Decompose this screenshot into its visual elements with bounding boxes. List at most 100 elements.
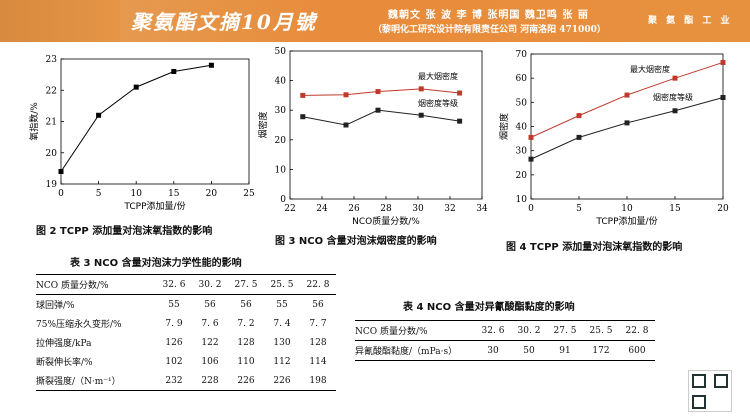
- data-point: [171, 69, 177, 74]
- value-cell: 7. 4: [273, 318, 291, 329]
- value-cell: 126: [165, 337, 183, 348]
- data-point: [528, 134, 534, 140]
- table-row: 撕裂强度/（N·m⁻¹） 232 228 226 226 198: [36, 371, 336, 391]
- table-3-title: 表 3 NCO 含量对泡沫力学性能的影响: [70, 258, 242, 269]
- y-tick-label: 30: [275, 106, 287, 116]
- value-cell: 30: [475, 340, 511, 361]
- y-tick-label: 40: [275, 77, 287, 87]
- series-label: 最大烟密度: [418, 71, 458, 81]
- y-tick-label: 21: [46, 118, 57, 128]
- figure-4-plot: 0 5 10 15 20 10 20 30 40 50 60 70 TCPP添加量/份 烟密度 最大烟密度烟…: [498, 50, 729, 227]
- value-cell: 172: [583, 340, 619, 361]
- x-tick-label: 0: [528, 204, 534, 214]
- row-label-cell: 撕裂强度/（N·m⁻¹）: [36, 371, 156, 391]
- y-tick-label: 70: [516, 50, 528, 60]
- y-tick-label: 40: [516, 123, 528, 133]
- value-cell: 110: [237, 356, 255, 367]
- series-label: 烟密度等级: [653, 92, 693, 102]
- table-row: 拉伸强度/kPa 126 122 128 130 128: [36, 333, 336, 352]
- value-cell: 228: [192, 371, 228, 391]
- x-tick-label: 0: [58, 189, 64, 199]
- qr-finder-icon: [692, 395, 706, 409]
- value-cell: 22. 8: [300, 274, 336, 295]
- figure-4-chart: 0 5 10 15 20 10 20 30 40 50 60 70 TCPP添加量/份 烟密度 最大烟密度烟…: [490, 44, 740, 234]
- affiliation: （黎明化工研究设计院有限责任公司 河南洛阳 471000）: [373, 25, 606, 35]
- row-label-cell: 拉伸强度/kPa: [36, 339, 92, 349]
- table-row: 异氰酸酯黏度/（mPa·s） 30 50 91 172 600: [355, 340, 655, 361]
- x-tick-label: 20: [206, 189, 218, 199]
- x-tick-label: 28: [380, 204, 392, 214]
- figure-3-chart: 22 24 26 28 30 32 34 0 10 20 30 40 50 NCO质量分数/% 烟密度 最大烟…: [255, 44, 500, 229]
- value-cell: 226: [264, 371, 300, 391]
- row-label-cell: NCO 质量分数/%: [355, 320, 475, 341]
- value-cell: 600: [619, 340, 655, 361]
- x-tick-label: 5: [576, 204, 582, 214]
- series-line: [530, 61, 724, 138]
- row-label-cell: 75%压缩永久变形/%: [36, 320, 122, 330]
- y-axis-label: 烟密度: [498, 113, 510, 140]
- value-cell: 32. 6: [475, 320, 511, 341]
- value-cell: 27. 5: [547, 320, 583, 341]
- x-tick-label: 32: [444, 204, 455, 214]
- x-tick-label: 22: [284, 204, 295, 214]
- row-label-cell: 异氰酸酯黏度/（mPa·s）: [355, 340, 475, 361]
- value-cell: 56: [204, 299, 216, 310]
- data-point: [133, 84, 139, 90]
- banner-decoration: [0, 0, 120, 42]
- data-point: [720, 59, 726, 65]
- y-axis-label: 烟密度: [257, 111, 269, 138]
- value-cell: 7. 7: [309, 318, 327, 329]
- value-cell: 56: [240, 299, 252, 310]
- qr-finder-icon: [714, 374, 728, 388]
- x-tick-label: 30: [412, 204, 424, 214]
- y-tick-label: 50: [275, 47, 287, 57]
- figure-3-plot: 22 24 26 28 30 32 34 0 10 20 30 40 50 NCO质量分数/% 烟密度 最大烟…: [257, 47, 488, 227]
- y-tick-label: 19: [46, 180, 58, 190]
- x-tick-label: 24: [316, 204, 328, 214]
- table-header-row: NCO 质量分数/% 32. 6 30. 2 27. 5 25. 5 22. 8: [36, 274, 336, 295]
- y-tick-label: 20: [275, 136, 287, 146]
- data-point: [457, 118, 463, 124]
- data-point: [672, 108, 678, 114]
- x-tick-label: 15: [168, 189, 180, 199]
- data-point: [672, 75, 678, 81]
- series-label: 烟密度等级: [418, 98, 458, 108]
- value-cell: 27. 5: [228, 274, 264, 295]
- data-point: [720, 95, 726, 100]
- series-line: [60, 64, 212, 172]
- value-cell: 30. 2: [511, 320, 547, 341]
- x-tick-label: 25: [243, 189, 255, 199]
- author-list: 魏朝文 张 波 李 博 张明国 魏卫鸣 张 丽: [388, 10, 589, 21]
- row-label-cell: 球回弹/%: [36, 301, 75, 311]
- value-cell: 7. 2: [237, 318, 255, 329]
- data-point: [208, 62, 214, 68]
- figure-2-plot: 0 5 10 15 20 25 19 20 21 22 23 TCPP添加量/份 氧指数/%: [28, 55, 255, 212]
- x-tick-label: 5: [96, 189, 102, 199]
- data-point: [418, 86, 424, 92]
- plot-frame: [530, 53, 724, 200]
- value-cell: 102: [165, 356, 183, 367]
- value-cell: 128: [309, 337, 327, 348]
- y-tick-label: 30: [516, 147, 528, 157]
- value-cell: 56: [312, 299, 324, 310]
- table-row: 球回弹/% 55 56 56 55 56: [36, 295, 336, 315]
- y-tick-label: 23: [46, 55, 58, 65]
- y-axis-label: 氧指数/%: [28, 102, 40, 141]
- data-point: [343, 122, 349, 128]
- y-tick-label: 10: [275, 165, 287, 175]
- table-4-title: 表 4 NCO 含量对异氰酸酯黏度的影响: [403, 302, 575, 313]
- value-cell: 55: [276, 299, 288, 310]
- data-point: [300, 114, 306, 120]
- data-point: [528, 156, 534, 162]
- y-tick-label: 22: [46, 86, 57, 96]
- x-tick-label: 26: [348, 204, 360, 214]
- table-header-row: NCO 质量分数/% 32. 6 30. 2 27. 5 25. 5 22. 8: [355, 320, 655, 341]
- value-cell: 55: [168, 299, 180, 310]
- qr-code-logo: [688, 370, 732, 412]
- table-row: 75%压缩永久变形/% 7. 9 7. 6 7. 2 7. 4 7. 7: [36, 314, 336, 333]
- y-tick-label: 20: [516, 171, 528, 181]
- data-point: [418, 112, 424, 118]
- y-tick-label: 0: [280, 195, 286, 205]
- value-cell: 128: [237, 337, 255, 348]
- data-point: [58, 169, 64, 174]
